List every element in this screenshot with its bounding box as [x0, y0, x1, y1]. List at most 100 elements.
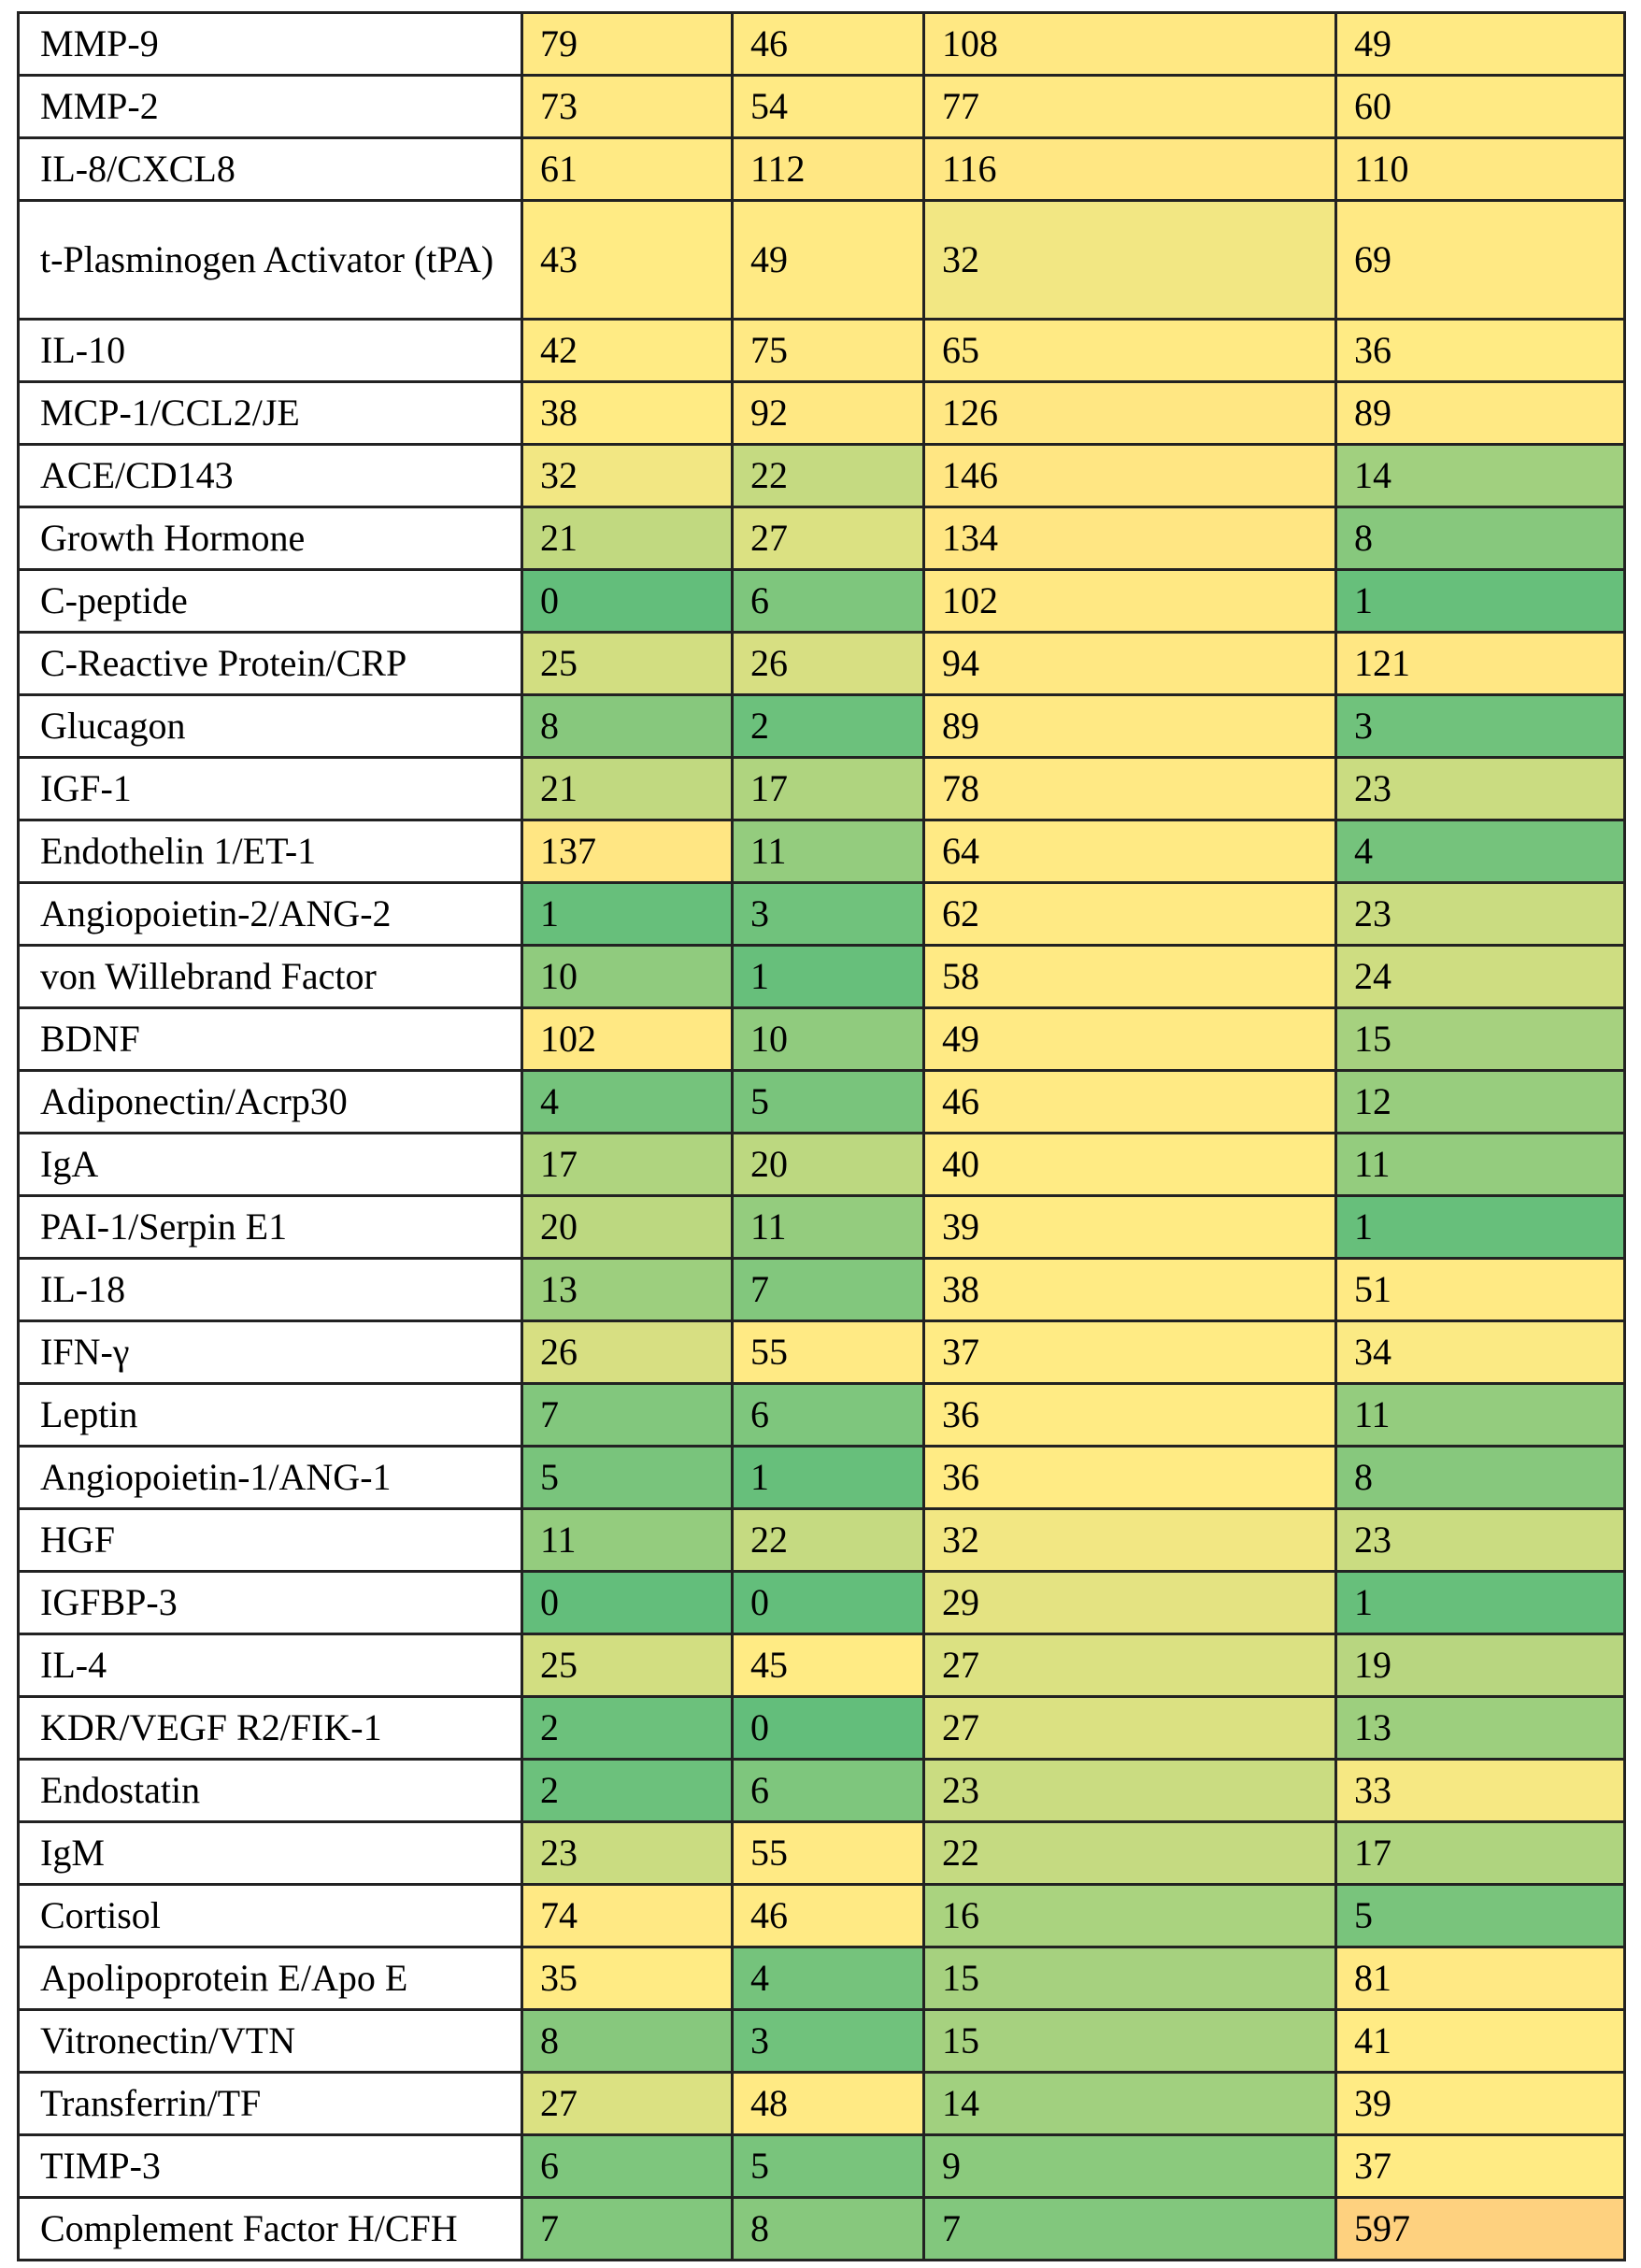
value-cell: 20	[731, 1132, 925, 1197]
value-cell: 1	[731, 1445, 925, 1510]
value-cell: 48	[731, 2071, 925, 2136]
value-cell: 0	[731, 1695, 925, 1761]
row-label: KDR/VEGF R2/FIK-1	[17, 1695, 523, 1761]
value-cell: 0	[731, 1570, 925, 1635]
value-cell: 61	[521, 136, 734, 202]
row-label: IL-8/CXCL8	[17, 136, 523, 202]
value-cell: 1	[731, 944, 925, 1009]
value-cell: 7	[521, 2196, 734, 2261]
value-cell: 17	[521, 1132, 734, 1197]
value-cell: 26	[521, 1319, 734, 1385]
value-cell: 8	[1334, 1445, 1626, 1510]
value-cell: 27	[922, 1695, 1337, 1761]
value-cell: 1	[1334, 1570, 1626, 1635]
value-cell: 5	[1334, 1883, 1626, 1948]
table-row: PAI-1/Serpin E1 20 11 39 1	[17, 1194, 1626, 1260]
value-cell: 23	[521, 1820, 734, 1886]
table-row: MMP-2 73 54 77 60	[17, 74, 1626, 139]
row-label: von Willebrand Factor	[17, 944, 523, 1009]
value-cell: 79	[521, 11, 734, 77]
value-cell: 7	[922, 2196, 1337, 2261]
row-label: BDNF	[17, 1006, 523, 1072]
value-cell: 62	[922, 881, 1337, 947]
row-label: IL-4	[17, 1633, 523, 1698]
value-cell: 36	[922, 1382, 1337, 1448]
value-cell: 2	[521, 1695, 734, 1761]
value-cell: 112	[731, 136, 925, 202]
value-cell: 17	[1334, 1820, 1626, 1886]
value-cell: 38	[922, 1257, 1337, 1322]
table-row: Apolipoprotein E/Apo E 35 4 15 81	[17, 1946, 1626, 2011]
row-label: ACE/CD143	[17, 443, 523, 508]
value-cell: 41	[1334, 2008, 1626, 2074]
table-row: IgM 23 55 22 17	[17, 1820, 1626, 1886]
row-label: Leptin	[17, 1382, 523, 1448]
value-cell: 2	[521, 1758, 734, 1823]
value-cell: 39	[922, 1194, 1337, 1260]
value-cell: 22	[922, 1820, 1337, 1886]
value-cell: 15	[922, 2008, 1337, 2074]
value-cell: 4	[731, 1946, 925, 2011]
row-label: Vitronectin/VTN	[17, 2008, 523, 2074]
row-label: Apolipoprotein E/Apo E	[17, 1946, 523, 2011]
value-cell: 5	[521, 1445, 734, 1510]
row-label: Complement Factor H/CFH	[17, 2196, 523, 2261]
value-cell: 26	[731, 631, 925, 696]
value-cell: 16	[922, 1883, 1337, 1948]
value-cell: 146	[922, 443, 1337, 508]
value-cell: 42	[521, 318, 734, 383]
row-label: Endothelin 1/ET-1	[17, 819, 523, 884]
value-cell: 24	[1334, 944, 1626, 1009]
value-cell: 45	[731, 1633, 925, 1698]
value-cell: 6	[731, 1758, 925, 1823]
value-cell: 55	[731, 1319, 925, 1385]
value-cell: 5	[731, 2133, 925, 2199]
row-label: HGF	[17, 1507, 523, 1573]
value-cell: 92	[731, 380, 925, 446]
value-cell: 6	[521, 2133, 734, 2199]
table-row: Cortisol 74 46 16 5	[17, 1883, 1626, 1948]
table-row: Endostatin 2 6 23 33	[17, 1758, 1626, 1823]
value-cell: 21	[521, 756, 734, 821]
value-cell: 37	[1334, 2133, 1626, 2199]
table-row: Angiopoietin-2/ANG-2 1 3 62 23	[17, 881, 1626, 947]
value-cell: 36	[1334, 318, 1626, 383]
value-cell: 8	[521, 2008, 734, 2074]
table-row: IGFBP-3 0 0 29 1	[17, 1570, 1626, 1635]
value-cell: 2	[731, 693, 925, 759]
value-cell: 6	[731, 568, 925, 634]
value-cell: 27	[731, 506, 925, 571]
value-cell: 5	[731, 1069, 925, 1134]
value-cell: 108	[922, 11, 1337, 77]
value-cell: 21	[521, 506, 734, 571]
value-cell: 8	[521, 693, 734, 759]
table-row: Complement Factor H/CFH 7 8 7 597	[17, 2196, 1626, 2261]
value-cell: 137	[521, 819, 734, 884]
table-row: Adiponectin/Acrp30 4 5 46 12	[17, 1069, 1626, 1134]
value-cell: 58	[922, 944, 1337, 1009]
value-cell: 89	[1334, 380, 1626, 446]
value-cell: 10	[731, 1006, 925, 1072]
value-cell: 75	[731, 318, 925, 383]
row-label: Angiopoietin-2/ANG-2	[17, 881, 523, 947]
value-cell: 1	[1334, 1194, 1626, 1260]
value-cell: 25	[521, 631, 734, 696]
row-label: Adiponectin/Acrp30	[17, 1069, 523, 1134]
table-row: Growth Hormone 21 27 134 8	[17, 506, 1626, 571]
value-cell: 22	[731, 443, 925, 508]
value-cell: 51	[1334, 1257, 1626, 1322]
value-cell: 43	[521, 199, 734, 321]
value-cell: 3	[731, 881, 925, 947]
row-label: Glucagon	[17, 693, 523, 759]
row-label: IgA	[17, 1132, 523, 1197]
value-cell: 121	[1334, 631, 1626, 696]
value-cell: 94	[922, 631, 1337, 696]
table-row: KDR/VEGF R2/FIK-1 2 0 27 13	[17, 1695, 1626, 1761]
value-cell: 60	[1334, 74, 1626, 139]
table-row: IL-4 25 45 27 19	[17, 1633, 1626, 1698]
value-cell: 134	[922, 506, 1337, 571]
value-cell: 27	[922, 1633, 1337, 1698]
row-label: Cortisol	[17, 1883, 523, 1948]
value-cell: 32	[521, 443, 734, 508]
table-row: ACE/CD143 32 22 146 14	[17, 443, 1626, 508]
